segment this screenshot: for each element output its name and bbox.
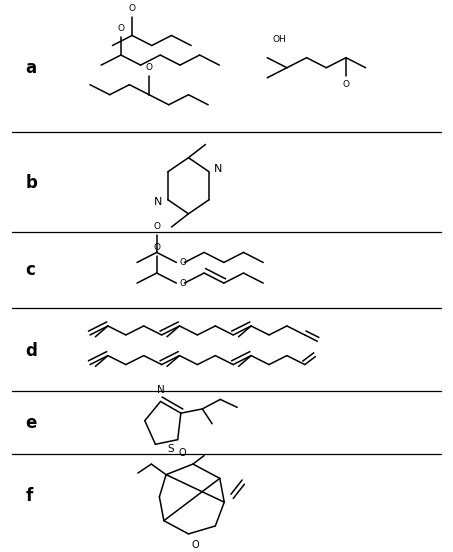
Text: O: O	[179, 448, 187, 458]
Text: e: e	[25, 414, 37, 432]
Text: N: N	[154, 198, 163, 208]
Text: O: O	[145, 63, 153, 72]
Text: O: O	[153, 243, 160, 252]
Text: S: S	[168, 444, 174, 454]
Text: O: O	[129, 4, 135, 13]
Text: f: f	[25, 487, 33, 505]
Text: b: b	[25, 174, 37, 192]
Text: a: a	[25, 59, 36, 77]
Text: OH: OH	[272, 35, 286, 45]
Text: c: c	[25, 262, 35, 279]
Text: N: N	[214, 164, 223, 174]
Text: O: O	[117, 24, 125, 33]
Text: O: O	[342, 80, 349, 89]
Text: d: d	[25, 342, 37, 360]
Text: O: O	[180, 258, 187, 267]
Text: O: O	[180, 279, 187, 288]
Text: O: O	[191, 540, 199, 550]
Text: N: N	[157, 385, 164, 395]
Text: O: O	[153, 222, 160, 231]
